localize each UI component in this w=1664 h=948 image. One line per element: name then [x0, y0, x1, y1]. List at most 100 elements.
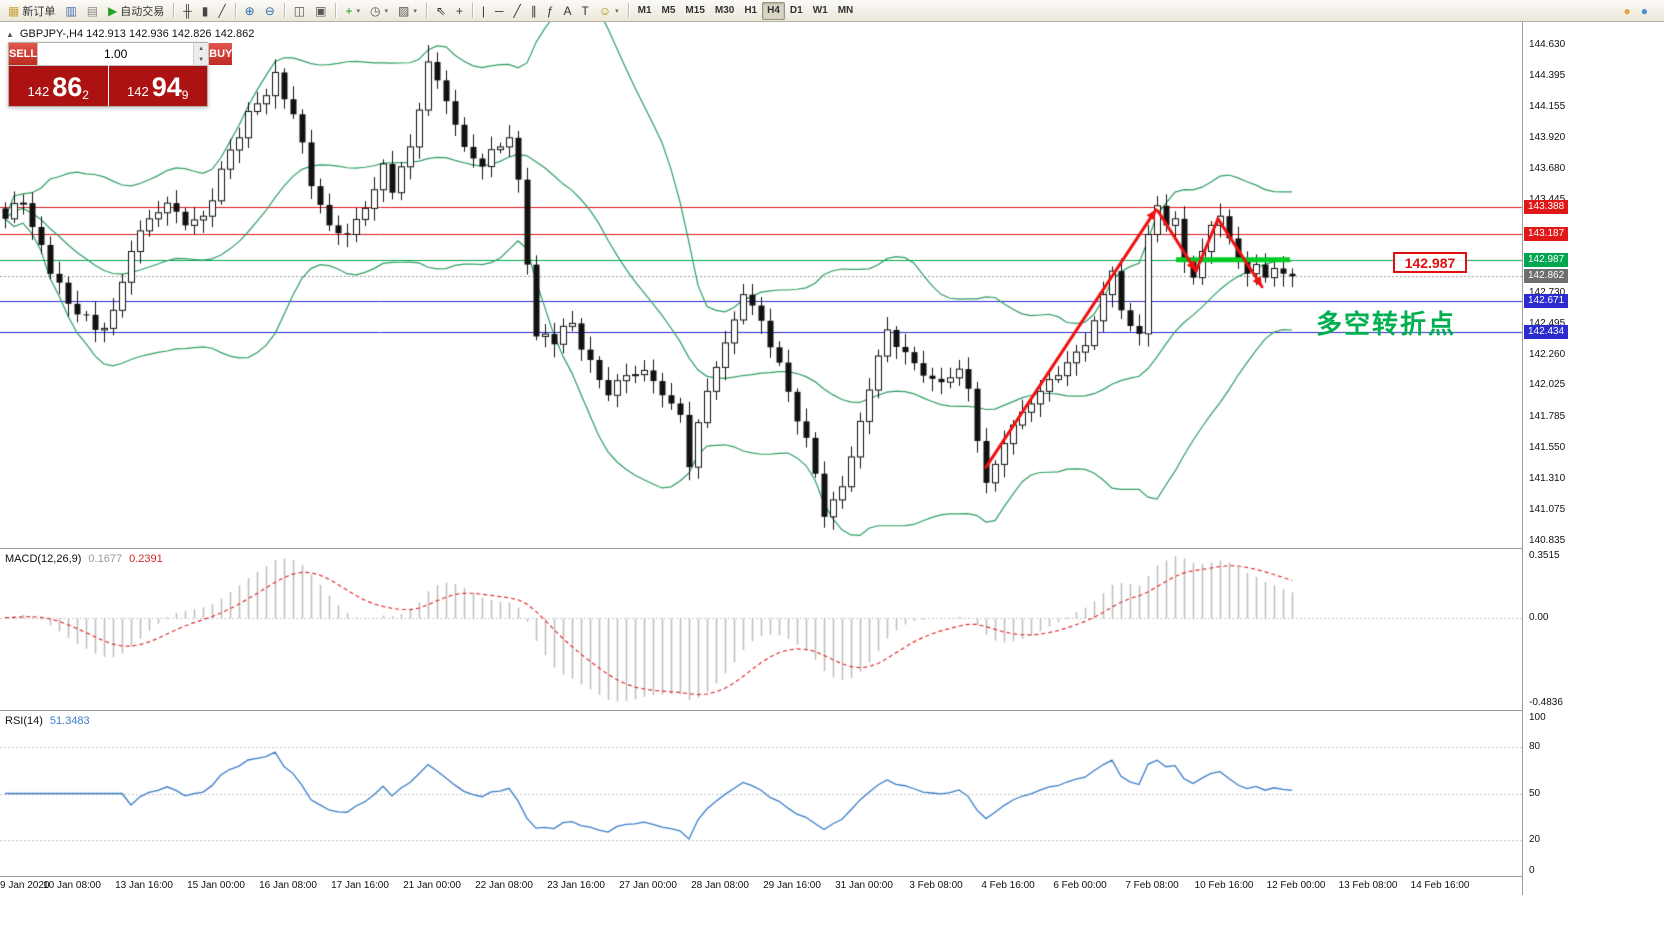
new-order-button[interactable]: ▦ 新订单: [3, 2, 60, 20]
macd-name: MACD(12,26,9): [5, 553, 82, 565]
volume-spinner: ▲ ▼: [193, 43, 209, 65]
toolbar-separator: [234, 3, 236, 18]
symbol-ohlc-text: GBPJPY-,H4 142.913 142.936 142.826 142.8…: [19, 28, 255, 40]
volume-up-button[interactable]: ▲: [194, 43, 209, 54]
time-axis-label: 21 Jan 00:00: [403, 880, 461, 891]
tf-h4-button[interactable]: H4: [762, 1, 785, 20]
tf-m5-button[interactable]: M5: [657, 2, 681, 20]
buy-price-box[interactable]: 142 94 9: [108, 66, 207, 106]
toolbar-group-chart-type: ╫ ▮ ╱: [178, 0, 230, 21]
tf-m1-button[interactable]: M1: [633, 2, 657, 20]
candlestick-chart-button[interactable]: ▮: [197, 2, 214, 20]
time-axis-label: 15 Jan 00:00: [187, 880, 245, 891]
time-axis[interactable]: 9 Jan 2020 10 Jan 08:00 13 Jan 16:00 15 Jan…: [0, 877, 1522, 895]
tf-mn-button[interactable]: MN: [833, 2, 859, 20]
time-axis-separator: [0, 876, 1664, 877]
tf-w1-button[interactable]: W1: [808, 2, 833, 20]
macd-scale-label: 0.00: [1529, 611, 1549, 623]
horizontal-line-button[interactable]: ─: [490, 2, 509, 20]
price-scale[interactable]: 144.630 144.395 144.155 143.920 143.680 143.4…: [1522, 22, 1664, 895]
price-scale-label: 141.310: [1529, 472, 1566, 484]
crosshair-icon: +: [455, 3, 463, 18]
price-tag[interactable]: 142.434: [1524, 325, 1569, 339]
quick-trade-toggle-icon[interactable]: ▲: [6, 29, 14, 39]
panel-splitter-macd[interactable]: [0, 548, 1664, 549]
crosshair-button[interactable]: +: [451, 2, 468, 20]
sell-button[interactable]: SELL: [9, 43, 38, 65]
sell-price-prefix: 142: [27, 83, 50, 99]
charts-button[interactable]: ▥: [60, 2, 81, 20]
zoom-in-button[interactable]: ⊕: [240, 2, 260, 20]
volume-down-button[interactable]: ▼: [194, 54, 209, 65]
tf-h1-button[interactable]: H1: [739, 2, 762, 20]
fibonacci-button[interactable]: ƒ: [542, 2, 559, 20]
zoom-out-button[interactable]: ⊖: [260, 2, 280, 20]
indicators-icon: +: [345, 3, 353, 18]
note-annotation[interactable]: 多空转折点: [1316, 309, 1457, 339]
search-icon: ●: [1640, 3, 1648, 18]
profiles-button[interactable]: ▤: [82, 2, 103, 20]
panel-splitter-rsi[interactable]: [0, 710, 1664, 711]
label-button[interactable]: T: [576, 2, 593, 20]
one-click-trading-panel: SELL ▲ ▼ BUY 142 86 2 142: [8, 42, 233, 107]
templates-caret-icon: ▾: [413, 7, 417, 15]
time-axis-label: 28 Jan 08:00: [691, 880, 749, 891]
line-chart-button[interactable]: ╱: [213, 2, 230, 20]
price-scale-label: 142.260: [1529, 348, 1566, 360]
shapes-icon: ☺: [598, 3, 612, 18]
tf-m30-button[interactable]: M30: [710, 2, 739, 20]
tf-m15-button-label: M15: [685, 5, 705, 16]
price-scale-label: 142.025: [1529, 379, 1566, 391]
periods-button[interactable]: ◷ ▾: [365, 2, 393, 20]
rsi-scale-label: 50: [1529, 787, 1541, 799]
time-axis-label: 13 Jan 16:00: [115, 880, 173, 891]
tf-m1-button-label: M1: [637, 5, 652, 16]
cascade-windows-button[interactable]: ▣: [310, 2, 331, 20]
price-tag[interactable]: 143.388: [1524, 200, 1569, 215]
autotrading-button[interactable]: ▶ 自动交易: [103, 2, 169, 20]
toolbar-group-windows: ◫ ▣: [289, 0, 332, 21]
toolbar-group-zoom: ⊕ ⊖: [240, 0, 280, 21]
price-chart-canvas[interactable]: [0, 22, 1522, 548]
volume-input[interactable]: [38, 43, 194, 65]
search-button[interactable]: ●: [1636, 2, 1653, 20]
price-tag[interactable]: 142.671: [1524, 294, 1569, 309]
bar-chart-button[interactable]: ╫: [178, 2, 197, 20]
price-scale-label: 141.075: [1529, 503, 1566, 515]
price-tag[interactable]: 143.187: [1524, 226, 1569, 241]
community-button[interactable]: ●: [1619, 2, 1636, 20]
sell-price-box[interactable]: 142 86 2: [9, 66, 108, 106]
chart-area: ▲ GBPJPY-,H4 142.913 142.936 142.826 142…: [0, 22, 1664, 948]
price-tag[interactable]: 142.862: [1524, 269, 1569, 284]
tf-m5-button-label: M5: [661, 5, 676, 16]
templates-button[interactable]: ▨ ▾: [393, 2, 422, 20]
cursor-button[interactable]: ⇖: [431, 2, 451, 20]
time-axis-label: 12 Feb 00:00: [1266, 880, 1326, 891]
tf-mn-button-label: MN: [837, 5, 854, 16]
cascade-windows-icon: ▣: [315, 3, 327, 18]
price-tag[interactable]: 142.987: [1524, 252, 1569, 267]
shapes-button[interactable]: ☺ ▾: [594, 2, 624, 20]
trendline-button[interactable]: ╱: [509, 2, 526, 20]
shapes-caret-icon: ▾: [615, 7, 619, 15]
tile-windows-button[interactable]: ◫: [289, 2, 310, 20]
text-button[interactable]: A: [558, 2, 576, 20]
charts-icon: ▥: [65, 3, 77, 18]
toolbar-group-insert: + ▾ ◷ ▾ ▨ ▾: [340, 0, 421, 21]
tf-m15-button[interactable]: M15: [680, 2, 709, 20]
macd-chart-canvas[interactable]: [0, 549, 1522, 710]
toolbar-separator: [173, 3, 175, 18]
indicators-button[interactable]: + ▾: [340, 2, 365, 20]
vertical-line-button[interactable]: |: [477, 2, 490, 20]
horizontal-line-icon: ─: [495, 3, 504, 18]
channel-button[interactable]: ∥: [526, 2, 542, 20]
vertical-line-icon: |: [481, 3, 486, 18]
buy-button[interactable]: BUY: [209, 43, 233, 65]
new-order-button-label: 新订单: [22, 5, 56, 18]
price-annotation-box[interactable]: 142.987: [1393, 252, 1467, 273]
toolbar-group-objects: | ─ ╱ ∥ ƒ A T ☺ ▾: [477, 0, 624, 21]
tf-d1-button[interactable]: D1: [785, 2, 808, 20]
rsi-chart-canvas[interactable]: [0, 711, 1522, 876]
tf-m30-button-label: M30: [714, 5, 735, 16]
toolbar: ▦ 新订单 ▥ ▤ ▶ 自动交易 ╫ ▮ ╱ ⊕ ⊖ ◫ ▣ + ▾ ◷ ▾ ▨ ▾ ⇖ + | ─ ╱ ∥ ƒ A T ☺ ▾ M1 M5 M…: [0, 0, 1664, 22]
